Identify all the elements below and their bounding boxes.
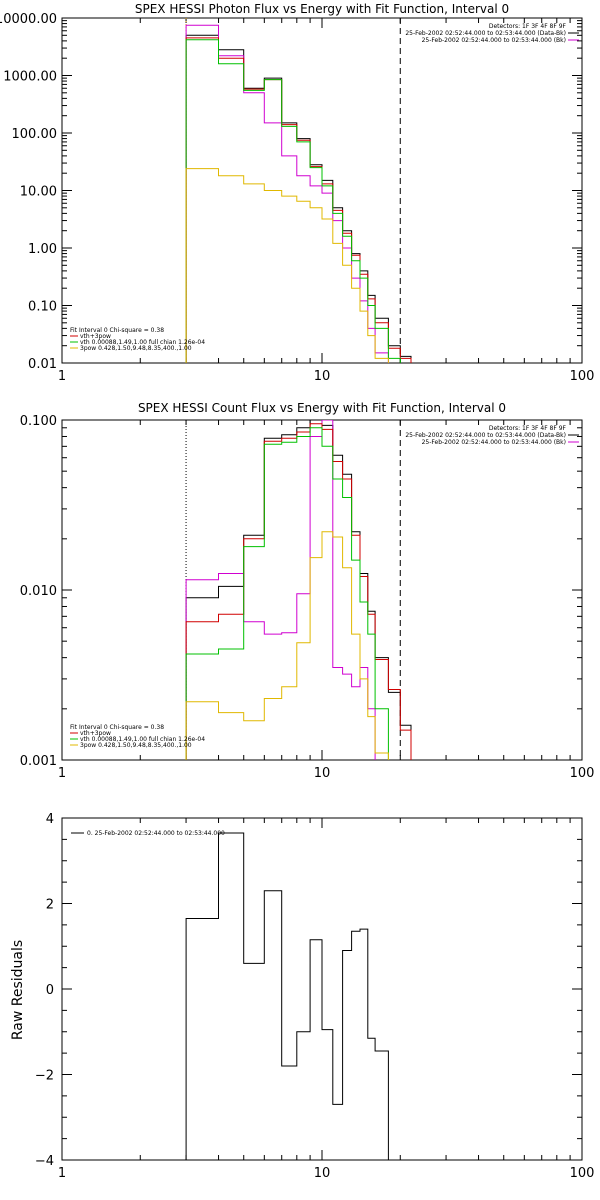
residuals-y-axis-label: Raw Residuals	[10, 940, 26, 1040]
y-tick-label: 0.01	[28, 357, 57, 372]
count-flux-series	[185, 420, 412, 760]
series-line	[185, 34, 412, 363]
header-text: 25-Feb-2002 02:52:44.000 to 02:53:44.000…	[422, 37, 566, 44]
series-line	[185, 423, 412, 760]
count-flux-legend: Fit Interval 0 Chi-square = 0.38vth+3pow…	[70, 724, 205, 749]
y-tick-label: 1.00	[28, 242, 57, 257]
x-tick-label: 10	[314, 369, 331, 384]
header-text: Detectors: 1F 3F 4F 8F 9F	[489, 425, 567, 432]
residuals-ticks: 1 10 100 4 2 0 −2 −4	[35, 812, 595, 1181]
x-tick-label: 10	[314, 766, 331, 781]
y-tick-label: 0.10	[28, 300, 57, 315]
legend-text: vth+3pow	[80, 730, 111, 737]
photon-flux-legend: Fit Interval 0 Chi-square = 0.38vth+3pow…	[70, 327, 205, 352]
legend-text: Fit Interval 0 Chi-square = 0.38	[70, 724, 164, 731]
x-tick-label: 1	[58, 1166, 66, 1181]
legend-text: Fit Interval 0 Chi-square = 0.38	[70, 327, 164, 334]
count-flux-ticks: 1 10 100 0.100 0.010 0.001	[20, 414, 595, 781]
x-tick-label: 10	[314, 1166, 331, 1181]
y-tick-label: 2	[46, 898, 54, 913]
series-line	[185, 531, 389, 760]
series-line	[185, 24, 389, 363]
y-tick-label: −2	[35, 1069, 54, 1084]
y-tick-label: 1000.00	[3, 70, 57, 85]
residuals-legend: 0. 25-Feb-2002 02:52:44.000 to 02:53:44.…	[71, 830, 225, 837]
legend-text: 0. 25-Feb-2002 02:52:44.000 to 02:53:44.…	[87, 830, 225, 837]
y-tick-label: 0.010	[20, 584, 57, 599]
series-line	[185, 37, 412, 363]
y-tick-label: 0.100	[20, 414, 57, 429]
series-line	[185, 39, 401, 363]
legend-text: 3pow 0.428,1.50,9.48,8.35,400.,1.00	[80, 345, 192, 352]
residuals-series	[185, 832, 389, 1160]
photon-flux-series	[185, 18, 412, 363]
header-text: Detectors: 1F 3F 4F 8F 9F	[489, 23, 567, 30]
legend-text: vth 0.00088,1.49,1.00 full chian 1.26e-0…	[80, 736, 205, 743]
x-tick-label: 100	[570, 766, 595, 781]
series-line	[185, 420, 412, 760]
y-tick-label: 4	[46, 812, 54, 827]
legend-text: 3pow 0.428,1.50,9.48,8.35,400.,1.00	[80, 742, 192, 749]
series-line	[185, 427, 389, 760]
legend-text: vth+3pow	[80, 333, 111, 340]
count-flux-plot-area	[61, 419, 583, 761]
y-tick-label: 0	[46, 983, 54, 998]
series-line	[185, 168, 389, 363]
y-tick-label: −4	[35, 1154, 54, 1169]
series-line	[185, 420, 376, 760]
y-tick-label: 10000.00	[0, 12, 57, 27]
photon-flux-title: SPEX HESSI Photon Flux vs Energy with Fi…	[135, 2, 509, 16]
header-text: 25-Feb-2002 02:52:44.000 to 02:53:44.000…	[405, 30, 566, 37]
photon-flux-ticks: 1 10 100 10000.00 1000.00 100.00 10.00 1.00 0.10…	[0, 12, 594, 384]
series-line	[185, 832, 389, 1160]
legend-text: vth 0.00088,1.49,1.00 full chian 1.26e-0…	[80, 339, 205, 346]
y-tick-label: 0.001	[20, 754, 57, 769]
count-flux-title: SPEX HESSI Count Flux vs Energy with Fit…	[138, 401, 506, 415]
header-text: 25-Feb-2002 02:52:44.000 to 02:53:44.000…	[405, 432, 566, 439]
x-tick-label: 100	[570, 1166, 595, 1181]
y-tick-label: 100.00	[12, 127, 58, 142]
photon-flux-panel: SPEX HESSI Photon Flux vs Energy with Fi…	[0, 2, 594, 384]
x-tick-label: 1	[58, 766, 66, 781]
x-tick-label: 100	[570, 369, 595, 384]
residuals-panel: Raw Residuals 1 10 100 4 2 0 −2 −4 0. 25-Feb-20…	[10, 812, 594, 1181]
count-flux-panel: SPEX HESSI Count Flux vs Energy with Fit…	[20, 401, 595, 781]
y-tick-label: 10.00	[20, 185, 57, 200]
x-tick-label: 1	[58, 369, 66, 384]
header-text: 25-Feb-2002 02:52:44.000 to 02:53:44.000…	[422, 439, 566, 446]
